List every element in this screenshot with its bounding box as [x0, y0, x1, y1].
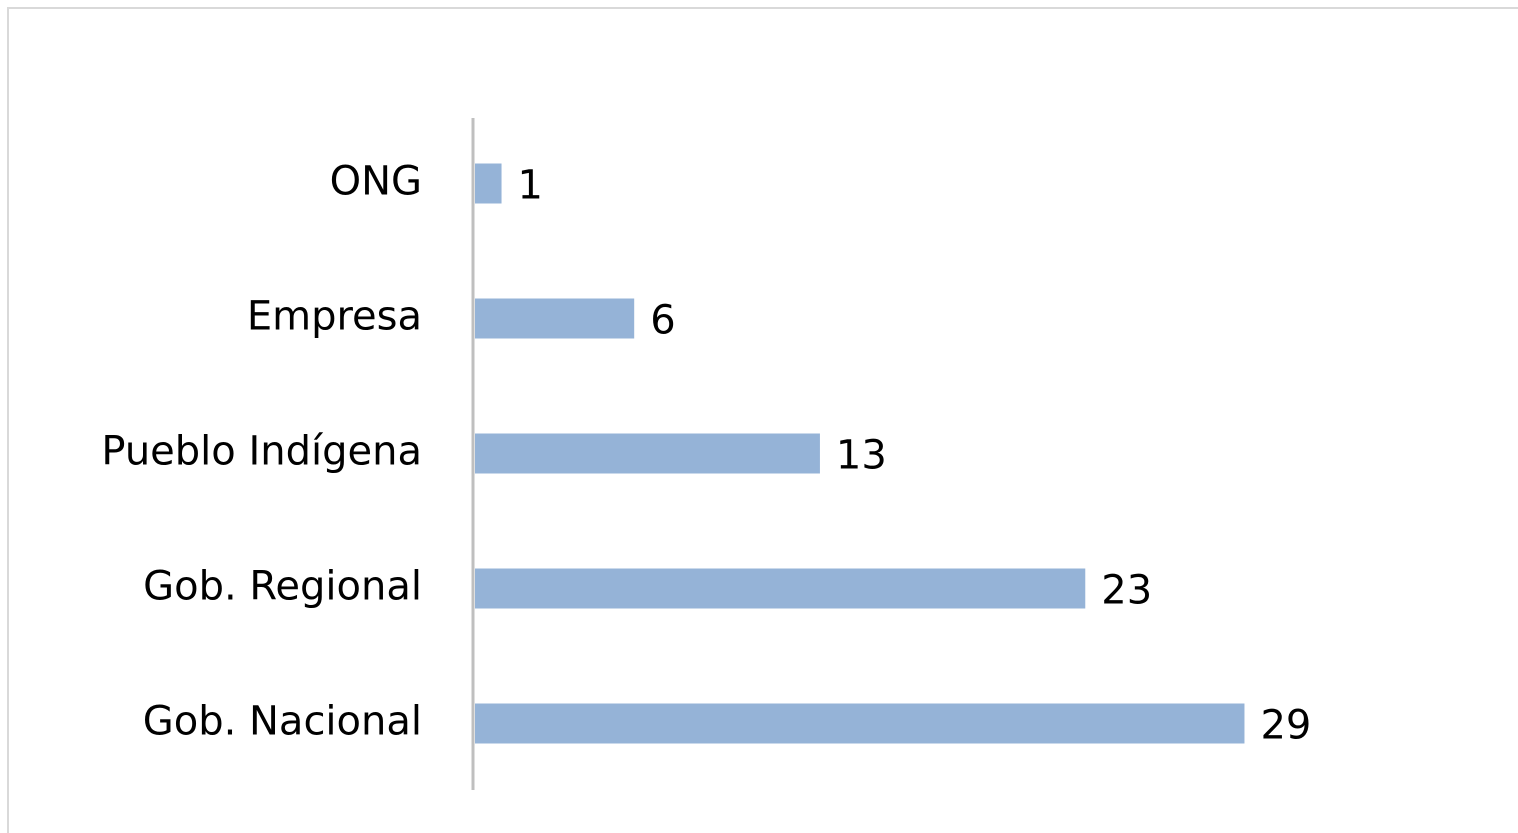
y-tick-label: ONG — [330, 159, 422, 205]
y-tick-label: Gob. Regional — [143, 564, 422, 610]
bar — [475, 703, 1245, 744]
y-tick-label: Empresa — [247, 294, 422, 340]
bar — [475, 568, 1086, 609]
data-label: 13 — [836, 433, 887, 479]
data-label: 1 — [518, 163, 543, 209]
chart-frame — [7, 7, 1518, 833]
y-tick-label: Gob. Nacional — [143, 699, 422, 745]
y-tick-label: Pueblo Indígena — [101, 429, 422, 475]
data-label: 29 — [1260, 703, 1311, 749]
bar — [475, 433, 820, 474]
bar — [475, 298, 635, 339]
bar — [475, 163, 502, 204]
data-label: 23 — [1101, 568, 1152, 614]
data-label: 6 — [650, 298, 675, 344]
